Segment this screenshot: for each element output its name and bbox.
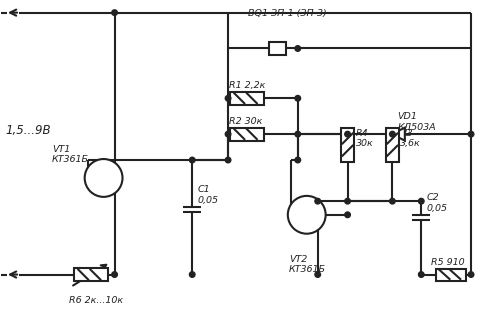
Text: 1,5...9В: 1,5...9В bbox=[5, 124, 51, 137]
Bar bbox=[386, 128, 399, 161]
Text: VT2
КТ361Б: VT2 КТ361Б bbox=[289, 255, 326, 274]
Bar bbox=[229, 128, 264, 141]
Circle shape bbox=[85, 159, 122, 197]
Circle shape bbox=[389, 198, 395, 204]
Circle shape bbox=[419, 272, 424, 277]
Bar bbox=[436, 269, 466, 280]
Text: R2 30к: R2 30к bbox=[229, 117, 263, 126]
Circle shape bbox=[225, 95, 231, 101]
Bar bbox=[229, 92, 264, 105]
Circle shape bbox=[345, 131, 350, 137]
Circle shape bbox=[189, 272, 195, 277]
Circle shape bbox=[288, 196, 325, 234]
Bar bbox=[341, 128, 354, 161]
Circle shape bbox=[295, 131, 301, 137]
Circle shape bbox=[112, 272, 117, 277]
Text: R6 2к...10к: R6 2к...10к bbox=[69, 296, 123, 306]
Text: R3
3,6к: R3 3,6к bbox=[400, 129, 421, 148]
Circle shape bbox=[112, 10, 117, 16]
Text: BQ1 ЗП-1 (ЗП-3): BQ1 ЗП-1 (ЗП-3) bbox=[248, 9, 327, 18]
Circle shape bbox=[295, 157, 301, 163]
Text: C1
0,05: C1 0,05 bbox=[197, 185, 218, 205]
Polygon shape bbox=[392, 128, 405, 141]
Circle shape bbox=[295, 46, 301, 51]
Bar bbox=[74, 268, 107, 281]
Circle shape bbox=[419, 198, 424, 204]
Circle shape bbox=[295, 95, 301, 101]
Circle shape bbox=[225, 131, 231, 137]
Circle shape bbox=[345, 198, 350, 204]
Circle shape bbox=[225, 157, 231, 163]
Text: VD1
КД503А: VD1 КД503А bbox=[397, 112, 436, 132]
Text: R1 2,2к: R1 2,2к bbox=[229, 81, 265, 90]
Circle shape bbox=[189, 157, 195, 163]
Text: R5 910: R5 910 bbox=[431, 258, 465, 267]
Text: R4
30к: R4 30к bbox=[356, 129, 373, 148]
Text: C2
0,05: C2 0,05 bbox=[426, 193, 447, 213]
Circle shape bbox=[468, 131, 474, 137]
Circle shape bbox=[468, 272, 474, 277]
Text: VT1
КТ361Б: VT1 КТ361Б bbox=[52, 145, 89, 164]
Bar bbox=[269, 42, 286, 55]
Circle shape bbox=[345, 212, 350, 217]
Circle shape bbox=[389, 131, 395, 137]
Circle shape bbox=[315, 198, 321, 204]
Circle shape bbox=[315, 272, 321, 277]
